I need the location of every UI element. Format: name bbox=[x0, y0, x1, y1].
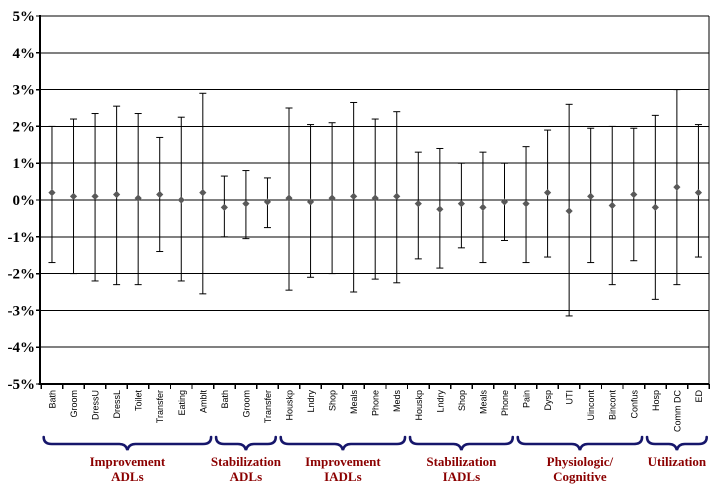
group-label-line2: IADLs bbox=[443, 469, 481, 484]
group-label-line1: Stabilization bbox=[211, 454, 282, 469]
estimate-marker bbox=[350, 192, 358, 200]
x-category-label: Phone bbox=[500, 390, 510, 416]
x-category-label: Bincont bbox=[608, 390, 618, 421]
estimate-marker bbox=[156, 190, 164, 199]
estimate-marker bbox=[328, 194, 336, 202]
x-category-label: Meals bbox=[478, 390, 488, 415]
estimate-marker bbox=[500, 198, 509, 206]
estimate-marker bbox=[479, 203, 487, 211]
group-label-line2: IADLs bbox=[324, 469, 362, 484]
x-category-label: Lndry bbox=[306, 390, 316, 413]
estimate-marker bbox=[587, 192, 595, 200]
estimate-marker bbox=[522, 200, 530, 208]
x-category-label: Dysp bbox=[543, 390, 553, 411]
x-category-label: ED bbox=[694, 390, 704, 403]
y-tick-label: 1% bbox=[13, 156, 36, 172]
group-label-line1: Improvement bbox=[305, 454, 381, 469]
estimate-marker bbox=[69, 192, 78, 200]
estimate-marker bbox=[91, 192, 99, 200]
estimate-marker bbox=[673, 183, 681, 191]
estimate-marker bbox=[220, 203, 228, 211]
x-category-label: Toilet bbox=[134, 390, 144, 412]
group-label-line2: ADLs bbox=[230, 469, 263, 484]
group-label-line1: Improvement bbox=[90, 454, 166, 469]
group-label-line1: Stabilization bbox=[426, 454, 497, 469]
group-brace bbox=[214, 435, 278, 451]
estimate-marker bbox=[113, 190, 121, 199]
y-tick-label: 2% bbox=[13, 119, 36, 135]
group-brace bbox=[516, 435, 644, 451]
group-label-line2: ADLs bbox=[111, 469, 144, 484]
x-category-label: Groom bbox=[241, 390, 251, 418]
x-category-label: Shop bbox=[457, 390, 467, 411]
x-category-label: Transfer bbox=[155, 390, 165, 423]
x-category-label: Houskp bbox=[285, 390, 295, 421]
x-category-label: Hosp bbox=[651, 390, 661, 411]
y-tick-label: 5% bbox=[13, 9, 36, 25]
estimate-marker bbox=[543, 189, 552, 197]
estimate-marker bbox=[608, 201, 616, 210]
estimate-marker bbox=[199, 189, 207, 197]
estimate-marker bbox=[436, 205, 444, 213]
x-category-label: Uincont bbox=[586, 390, 596, 421]
estimate-marker bbox=[371, 194, 379, 202]
estimate-marker bbox=[457, 200, 465, 208]
estimate-marker bbox=[651, 203, 659, 211]
x-category-label: DressU bbox=[91, 390, 101, 420]
x-category-label: Eating bbox=[177, 390, 187, 416]
group-brace bbox=[42, 435, 213, 451]
estimate-marker bbox=[630, 190, 638, 199]
estimate-marker bbox=[414, 200, 422, 208]
x-category-label: DressL bbox=[112, 390, 122, 419]
x-category-label: Bath bbox=[220, 390, 230, 409]
estimate-marker bbox=[263, 198, 272, 206]
x-category-label: Houskp bbox=[414, 390, 424, 421]
y-tick-label: -4% bbox=[8, 340, 36, 356]
x-category-label: Groom bbox=[69, 390, 79, 418]
x-category-label: Comm DC bbox=[672, 390, 682, 432]
x-category-label: Shop bbox=[328, 390, 338, 411]
y-tick-label: -5% bbox=[8, 377, 36, 393]
estimate-marker bbox=[393, 192, 401, 200]
estimate-marker bbox=[177, 196, 185, 204]
group-label-line2: Cognitive bbox=[553, 469, 607, 484]
x-category-label: Amblt bbox=[198, 390, 208, 414]
x-category-label: Lndry bbox=[435, 390, 445, 413]
x-category-label: UTI bbox=[565, 390, 575, 405]
y-tick-label: 4% bbox=[13, 46, 36, 62]
estimate-marker bbox=[242, 200, 250, 208]
x-category-label: Phone bbox=[371, 390, 381, 416]
estimate-marker bbox=[694, 189, 703, 197]
y-tick-label: -3% bbox=[8, 303, 36, 319]
estimate-marker bbox=[285, 194, 293, 202]
x-category-label: Meds bbox=[392, 390, 402, 413]
group-label-line1: Physiologic/ bbox=[547, 454, 614, 469]
estimate-marker bbox=[48, 189, 56, 197]
group-brace bbox=[279, 435, 407, 451]
x-category-label: Confus bbox=[629, 390, 639, 419]
y-tick-label: 0% bbox=[13, 193, 36, 209]
x-category-label: Bath bbox=[47, 390, 57, 409]
y-tick-label: -2% bbox=[8, 267, 36, 283]
estimate-marker bbox=[565, 207, 573, 215]
group-label-line1: Utilization bbox=[648, 454, 707, 469]
x-category-label: Meals bbox=[349, 390, 359, 415]
estimate-marker bbox=[306, 198, 315, 206]
group-brace bbox=[408, 435, 515, 451]
group-brace bbox=[645, 435, 708, 451]
x-category-label: Transfer bbox=[263, 390, 273, 423]
y-tick-label: -1% bbox=[8, 230, 36, 246]
y-tick-label: 3% bbox=[13, 83, 36, 99]
estimate-marker bbox=[134, 194, 142, 202]
x-category-label: Pain bbox=[522, 390, 532, 408]
